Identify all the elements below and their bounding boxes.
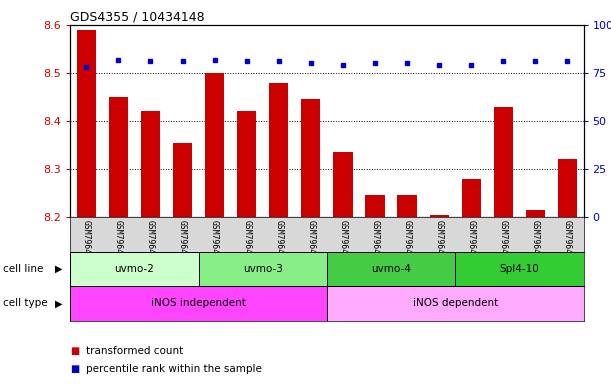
Text: GSM796426: GSM796426 — [114, 220, 123, 263]
Text: GSM796420: GSM796420 — [434, 220, 444, 263]
Bar — [70, 286, 327, 321]
Bar — [237, 111, 257, 217]
Text: uvmo-4: uvmo-4 — [371, 264, 411, 274]
Bar — [301, 99, 320, 217]
Text: uvmo-2: uvmo-2 — [114, 264, 155, 274]
Text: GSM796419: GSM796419 — [403, 220, 412, 263]
Bar — [70, 252, 199, 286]
Text: ■: ■ — [70, 364, 79, 374]
Bar — [109, 97, 128, 217]
Text: percentile rank within the sample: percentile rank within the sample — [86, 364, 262, 374]
Bar — [398, 195, 417, 217]
Bar — [525, 210, 545, 217]
Text: GSM796423: GSM796423 — [531, 220, 540, 263]
Text: GDS4355 / 10434148: GDS4355 / 10434148 — [70, 11, 205, 24]
Bar — [141, 111, 160, 217]
Text: GSM796425: GSM796425 — [82, 220, 91, 263]
Bar — [327, 286, 584, 321]
Bar — [558, 159, 577, 217]
Text: iNOS independent: iNOS independent — [151, 298, 246, 308]
Bar — [327, 252, 455, 286]
Text: ▶: ▶ — [55, 264, 62, 274]
Bar — [334, 152, 353, 217]
Text: GSM796430: GSM796430 — [242, 220, 251, 263]
Text: cell type: cell type — [3, 298, 48, 308]
Text: GSM796418: GSM796418 — [370, 220, 379, 263]
Bar — [365, 195, 385, 217]
Bar — [173, 142, 192, 217]
Bar — [494, 106, 513, 217]
Text: GSM796428: GSM796428 — [178, 220, 187, 263]
Text: transformed count: transformed count — [86, 346, 183, 356]
Bar — [269, 83, 288, 217]
Bar — [199, 252, 327, 286]
Text: GSM796421: GSM796421 — [467, 220, 476, 263]
Text: GSM796417: GSM796417 — [338, 220, 348, 263]
Text: cell line: cell line — [3, 264, 43, 274]
Text: GSM796431: GSM796431 — [274, 220, 284, 263]
Bar — [455, 252, 584, 286]
Text: GSM796422: GSM796422 — [499, 220, 508, 263]
Text: ■: ■ — [70, 346, 79, 356]
Text: Spl4-10: Spl4-10 — [499, 264, 540, 274]
Text: iNOS dependent: iNOS dependent — [412, 298, 498, 308]
Text: GSM796427: GSM796427 — [146, 220, 155, 263]
Text: GSM796432: GSM796432 — [306, 220, 315, 263]
Text: ▶: ▶ — [55, 298, 62, 308]
Bar — [430, 215, 448, 217]
Text: uvmo-3: uvmo-3 — [243, 264, 283, 274]
Bar — [462, 179, 481, 217]
Bar — [77, 30, 96, 217]
Text: GSM796424: GSM796424 — [563, 220, 572, 263]
Text: GSM796429: GSM796429 — [210, 220, 219, 263]
Bar — [205, 73, 224, 217]
